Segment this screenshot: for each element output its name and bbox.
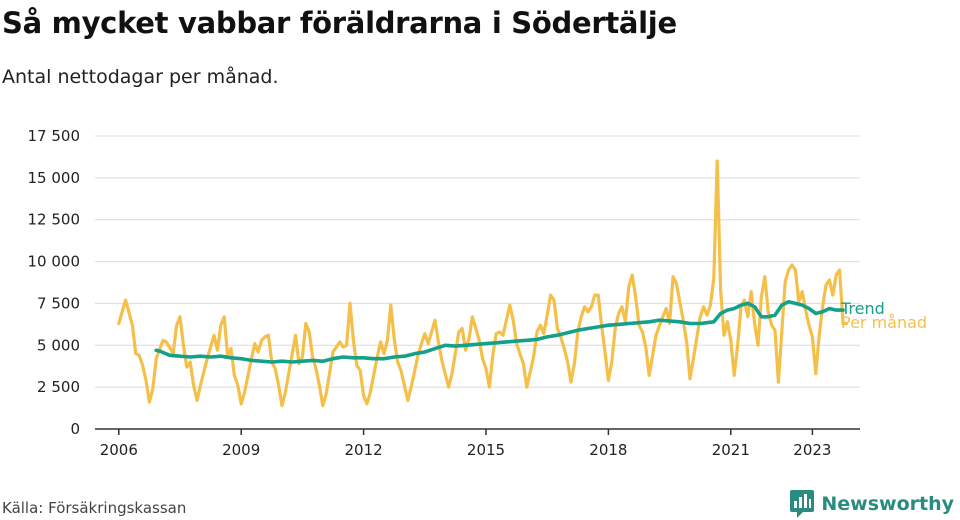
brand-name: Newsworthy bbox=[821, 493, 954, 515]
y-tick-label: 2 500 bbox=[37, 378, 80, 396]
bar-chart-logo-icon bbox=[790, 490, 815, 518]
x-tick-label: 2009 bbox=[222, 441, 260, 459]
y-tick-label: 15 000 bbox=[28, 169, 81, 187]
legend-label-per-manad: Per månad bbox=[841, 313, 927, 332]
y-tick-label: 17 500 bbox=[28, 127, 81, 145]
source-note: Källa: Försäkringskassan bbox=[2, 499, 187, 517]
x-tick-label: 2021 bbox=[712, 441, 750, 459]
y-tick-label: 5 000 bbox=[37, 336, 80, 354]
x-tick-label: 2015 bbox=[467, 441, 505, 459]
series-lines bbox=[117, 159, 848, 408]
x-tick-label: 2018 bbox=[589, 441, 627, 459]
x-tick-label: 2023 bbox=[793, 441, 831, 459]
series-line-per-manad bbox=[117, 159, 848, 408]
series-line-trend bbox=[154, 300, 845, 364]
axes: 0 2 500 5 000 7 500 10 000 12 500 15 000 17 500… bbox=[28, 127, 860, 459]
chart-subtitle: Antal nettodagar per månad. bbox=[2, 66, 279, 88]
brand-logo[interactable]: Newsworthy bbox=[789, 489, 954, 519]
x-tick-label: 2006 bbox=[100, 441, 138, 459]
legend-label-trend: Trend bbox=[840, 299, 885, 318]
y-tick-label: 12 500 bbox=[28, 211, 81, 229]
y-tick-label: 7 500 bbox=[37, 294, 80, 312]
line-chart: 0 2 500 5 000 7 500 10 000 12 500 15 000 17 500… bbox=[28, 127, 928, 459]
y-tick-label: 10 000 bbox=[28, 253, 81, 271]
chart-title: Så mycket vabbar föräldrarna i Södertälj… bbox=[2, 6, 677, 40]
x-tick-label: 2012 bbox=[345, 441, 383, 459]
y-tick-label: 0 bbox=[70, 420, 80, 438]
